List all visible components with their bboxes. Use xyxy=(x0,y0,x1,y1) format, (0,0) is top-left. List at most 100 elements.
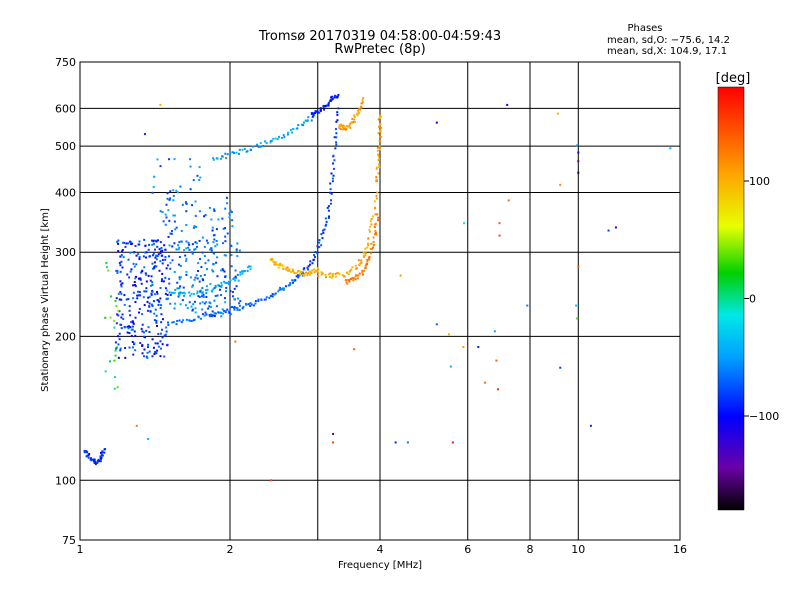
y-tick-label: 100 xyxy=(55,474,76,487)
cloud-point xyxy=(131,346,134,349)
trace-point xyxy=(220,311,223,314)
cloud-point xyxy=(194,200,197,203)
isolated-point xyxy=(493,330,496,333)
cloud-point xyxy=(145,251,148,254)
cloud-point xyxy=(148,302,151,305)
cloud-point xyxy=(143,238,146,241)
trace-point xyxy=(338,272,341,275)
cloud-point xyxy=(129,326,132,329)
trace-point xyxy=(314,112,317,115)
trace-point xyxy=(361,101,364,104)
trace-point xyxy=(263,298,266,301)
trace-point xyxy=(329,202,332,205)
cloud-point xyxy=(164,333,167,336)
cloud-point xyxy=(201,236,204,239)
trace-point xyxy=(220,285,223,288)
cloud-point xyxy=(199,290,202,293)
trace-point xyxy=(224,152,227,155)
trace-point xyxy=(246,266,249,269)
cloud-point xyxy=(214,284,217,287)
isolated-point xyxy=(147,437,150,440)
y-tick-label: 600 xyxy=(55,102,76,115)
trace-point xyxy=(296,127,299,130)
cloud-point xyxy=(118,298,121,301)
trace-point xyxy=(282,288,285,291)
cloud-point xyxy=(104,370,107,373)
cloud-point xyxy=(170,230,173,233)
cloud-point xyxy=(170,232,173,235)
trace-point xyxy=(358,272,361,275)
trace-point xyxy=(254,302,257,305)
cloud-point xyxy=(187,241,190,244)
cloud-point xyxy=(194,214,197,217)
trace-point xyxy=(331,275,334,278)
trace-point xyxy=(375,176,378,179)
cloud-point xyxy=(124,346,127,349)
cloud-point xyxy=(152,239,155,242)
cloud-point xyxy=(116,269,119,272)
trace-point xyxy=(271,258,274,261)
stats-heading: Phases xyxy=(627,23,662,34)
cloud-point xyxy=(152,242,155,245)
cloud-point xyxy=(150,284,153,287)
cloud-point xyxy=(195,245,198,248)
cloud-point xyxy=(179,285,182,288)
cloud-point xyxy=(147,346,150,349)
cloud-point xyxy=(224,254,227,257)
cloud-point xyxy=(145,329,148,332)
cloud-point xyxy=(139,294,142,297)
trace-point xyxy=(291,131,294,134)
trace-point xyxy=(379,115,382,118)
trace-point xyxy=(327,104,330,107)
cloud-point xyxy=(143,335,146,338)
trace-point xyxy=(231,151,234,154)
cloud-point xyxy=(143,266,146,269)
trace-point xyxy=(376,219,379,222)
trace-point xyxy=(372,241,375,244)
trace-point xyxy=(290,271,293,274)
cloud-point xyxy=(189,165,192,168)
cloud-point xyxy=(120,298,123,301)
cloud-point xyxy=(172,189,175,192)
isolated-point xyxy=(159,103,162,106)
cloud-point xyxy=(166,192,169,195)
cloud-point xyxy=(189,276,192,279)
cloud-point xyxy=(104,316,107,319)
trace-point xyxy=(243,270,246,273)
trace-point xyxy=(103,451,106,454)
trace-point xyxy=(368,258,371,261)
isolated-point xyxy=(526,304,529,307)
cloud-point xyxy=(159,250,162,253)
cloud-point xyxy=(138,290,141,293)
x-axis-ticks: 1 2 4 6 8 10 16 xyxy=(77,543,688,556)
isolated-point xyxy=(353,348,356,351)
cloud-point xyxy=(159,347,162,350)
trace-point xyxy=(363,254,366,257)
trace-point xyxy=(238,304,241,307)
cloud-point xyxy=(178,293,181,296)
trace-point xyxy=(347,125,350,128)
trace-point xyxy=(249,268,252,271)
y-tick-label: 75 xyxy=(62,534,76,547)
cloud-point xyxy=(130,334,133,337)
trace-point xyxy=(306,120,309,123)
cloud-point xyxy=(204,213,207,216)
trace-point xyxy=(297,270,300,273)
cloud-point xyxy=(175,248,178,251)
cloud-point xyxy=(177,244,180,247)
cloud-point xyxy=(167,255,170,258)
cloud-point xyxy=(166,343,169,346)
cloud-point xyxy=(211,226,214,229)
cloud-point xyxy=(192,226,195,229)
trace-point xyxy=(323,108,326,111)
trace-point xyxy=(196,292,199,295)
trace-point xyxy=(235,276,238,279)
isolated-point xyxy=(135,424,138,427)
cloud-point xyxy=(189,188,192,191)
trace-point xyxy=(270,294,273,297)
trace-point xyxy=(277,135,280,138)
trace-point xyxy=(319,109,322,112)
cloud-point xyxy=(153,352,156,355)
trace-point xyxy=(308,273,311,276)
